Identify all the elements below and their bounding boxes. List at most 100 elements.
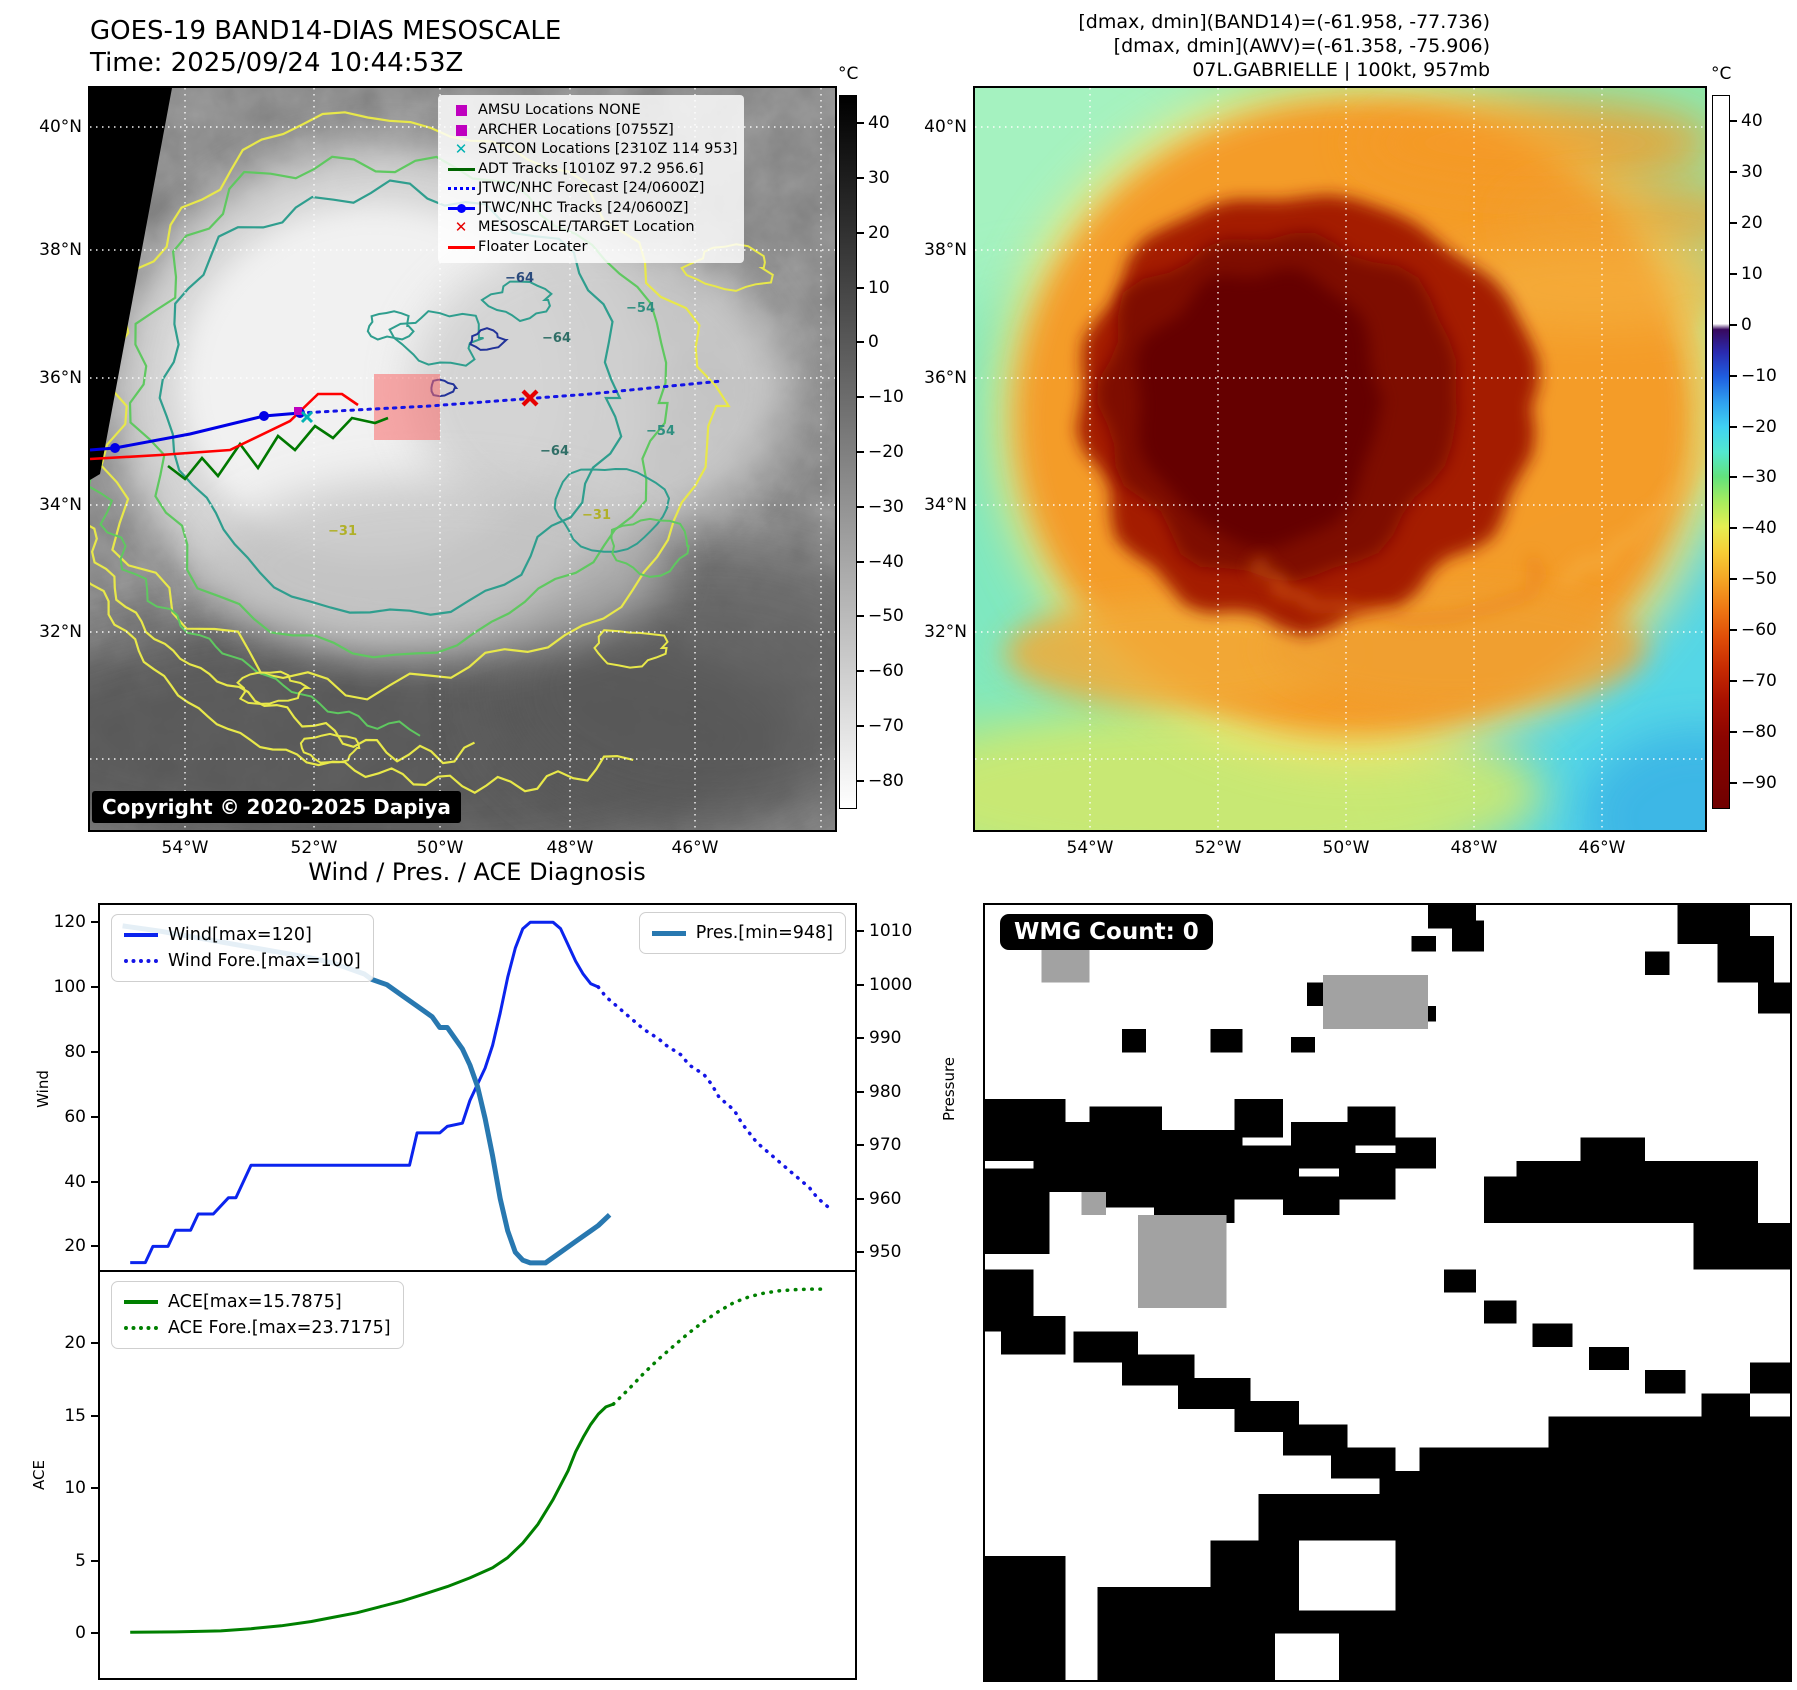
x-legend-marker: ✕: [444, 142, 478, 157]
colorbar-tick-mark: [857, 451, 864, 453]
line-dot-legend-marker: [444, 203, 478, 213]
colorbar-tick-label: −70: [1741, 670, 1777, 691]
dotted-legend-marker: [444, 187, 478, 191]
map-legend-item: ADT Tracks [1010Z 97.2 956.6]: [444, 160, 736, 180]
mask-cell-b: [1645, 1370, 1686, 1394]
colorbar-tick-mark: [1730, 171, 1737, 174]
y-tick-label: 0: [75, 1623, 86, 1644]
colorbar-tick-mark: [1730, 374, 1737, 377]
y2-tick-label: 970: [869, 1135, 902, 1156]
line-icon: [124, 1300, 158, 1304]
y-tick-label: 5: [75, 1550, 86, 1571]
square-legend-marker: [444, 105, 478, 117]
colorbar-tick-label: −60: [1741, 620, 1777, 640]
contour-line: [593, 629, 669, 669]
colorbar-tick-mark: [1730, 476, 1737, 479]
map-legend-item: ARCHER Locations [0755Z]: [444, 121, 736, 141]
lat-label: 32°N: [39, 622, 82, 642]
y-tick-label: 20: [64, 1333, 86, 1354]
colorbar-tick-mark: [1730, 273, 1737, 275]
lat-label: 36°N: [924, 368, 967, 388]
awv-map: [973, 86, 1707, 832]
contour-line: [299, 732, 361, 764]
colorbar-tick-mark: [857, 779, 864, 782]
colorbar-tick-mark: [857, 670, 864, 673]
mask-cell-b: [1234, 1098, 1283, 1138]
colorbar-tick-mark: [857, 615, 864, 618]
colorbar-tick-mark: [857, 231, 864, 234]
y2-tick-mark: [855, 983, 864, 986]
y2-tick-mark: [855, 1197, 864, 1200]
copyright: Copyright © 2020-2025 Dapiya: [92, 791, 461, 823]
awv-colorbar-unit: °C: [1711, 64, 1732, 84]
contour-line: [680, 243, 774, 292]
mesoscale-target-x: [521, 389, 539, 407]
colorbar-tick-mark: [1730, 629, 1737, 631]
archer-marker: [294, 407, 302, 415]
y2-tick-mark: [855, 1144, 864, 1147]
mask-cell-b: [1451, 920, 1485, 952]
dot-part: [456, 203, 466, 213]
mask-cell-g: [1081, 1191, 1106, 1216]
x-icon: ✕: [454, 140, 468, 159]
chart-legend-item: ACE Fore.[max=23.7175]: [124, 1315, 391, 1341]
colorbar-tick-mark: [1730, 781, 1737, 784]
contour-line: [236, 670, 312, 705]
mask-cell-w: [1299, 1540, 1396, 1611]
colorbar-tick-label: −70: [868, 715, 904, 736]
band14-map-legend: AMSU Locations NONE ARCHER Locations [075…: [438, 95, 744, 263]
colorbar-tick-label: −90: [1741, 772, 1777, 793]
mask-cell-b: [985, 1556, 1066, 1680]
colorbar-tick-label: 10: [1741, 264, 1763, 284]
storm-info: 07L.GABRIELLE | 100kt, 957mb: [1192, 59, 1490, 81]
lon-label: 54°W: [1066, 838, 1114, 858]
y-axis-title: Wind: [33, 1069, 52, 1108]
contour-label: −54: [646, 424, 675, 439]
mask-cell-b: [1532, 1323, 1573, 1347]
y2-tick-label: 980: [869, 1081, 902, 1102]
mask-cell-b: [1484, 1300, 1517, 1324]
colorbar-tick-label: 30: [1741, 162, 1763, 183]
wmg-mask-panel: [983, 903, 1792, 1682]
dmax-dmin-awv: [dmax, dmin](AWV)=(-61.358, -75.906): [1113, 35, 1490, 57]
y-tick-label: 100: [53, 977, 86, 998]
colorbar-tick-mark: [1730, 222, 1737, 225]
lat-label: 38°N: [39, 240, 82, 260]
wmg-count-badge: WMG Count: 0: [1000, 914, 1213, 950]
map-legend-item: AMSU Locations NONE: [444, 101, 736, 121]
colorbar-tick-mark: [857, 724, 864, 727]
satcon-marker: [300, 410, 314, 424]
colorbar-tick-mark: [1730, 527, 1737, 530]
chart-legend-item: Pres.[min=948]: [651, 920, 833, 946]
y2-tick-mark: [855, 1251, 864, 1254]
band14-colorbar-unit: °C: [838, 64, 859, 84]
contour-line: [469, 327, 509, 351]
map-legend-label: AMSU Locations NONE: [478, 102, 641, 118]
chart-legend-label: ACE[max=15.7875]: [168, 1292, 342, 1312]
line-icon: [447, 167, 475, 171]
lat-label: 40°N: [924, 117, 967, 137]
map-legend-label: ARCHER Locations [0755Z]: [478, 121, 674, 138]
y-tick-mark: [91, 1050, 100, 1053]
contour-line: [553, 467, 671, 553]
map-legend-label: ADT Tracks [1010Z 97.2 956.6]: [478, 160, 704, 177]
mask-cell-g: [1323, 974, 1428, 1030]
y2-tick-mark: [855, 930, 864, 933]
colorbar-tick-mark: [857, 177, 864, 180]
chart-legend-item: Wind Fore.[max=100]: [124, 948, 361, 974]
colorbar-tick-label: −50: [868, 606, 904, 627]
colorbar-tick-label: 20: [868, 222, 890, 243]
colorbar-tick-mark: [1730, 679, 1737, 682]
colorbar-tick-mark: [857, 396, 864, 399]
lon-label: 54°W: [161, 838, 209, 858]
mask-cell-b: [1516, 1160, 1758, 1223]
lat-label: 34°N: [39, 495, 82, 515]
colorbar-tick-mark: [1730, 323, 1737, 326]
mask-cell-b: [1089, 1106, 1163, 1153]
y2-tick-label: 1010: [869, 921, 913, 942]
colorbar-tick-label: −30: [868, 496, 904, 517]
contour-line: [388, 310, 484, 367]
y-tick-label: 40: [64, 1171, 86, 1192]
contour-line: [480, 280, 553, 323]
